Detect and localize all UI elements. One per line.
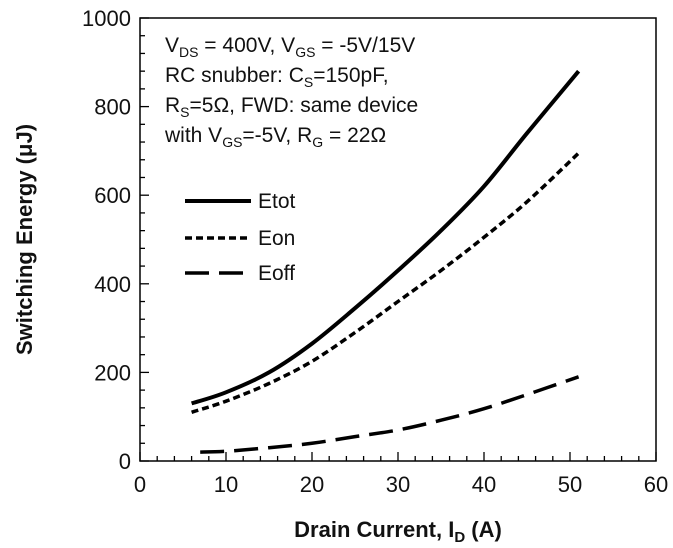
annotation-fragment: = 22Ω — [323, 124, 386, 147]
series-lines — [190, 69, 581, 454]
y-tick-label: 400 — [94, 272, 131, 297]
y-tick-label: 800 — [94, 95, 131, 120]
y-tick-label: 1000 — [82, 6, 131, 31]
conditions-text-2: RC snubber: CS​=150pF, — [165, 64, 389, 90]
subscript-text: S — [304, 74, 313, 90]
y-tick-label: 200 — [94, 360, 131, 385]
axis-titles: Drain Current, ID (A) Switching Energy (μ… — [12, 124, 502, 546]
x-axis-title-main: Drain Current, I — [294, 517, 454, 542]
x-axis-title-subscript: D — [454, 529, 465, 546]
legend-label-eoff: Eoff — [258, 262, 295, 285]
subscript-text: DS — [179, 44, 198, 60]
x-tick-label: 60 — [644, 472, 668, 497]
legend-label-eon: Eon — [258, 227, 295, 250]
annotation-fragment: = -5V/15V — [315, 34, 415, 57]
subscript-text: S — [180, 104, 189, 120]
annotation-fragment: V — [165, 34, 179, 57]
series-line-eoff — [200, 375, 580, 454]
x-tick-label: 20 — [300, 472, 324, 497]
x-axis-title: Drain Current, ID (A) — [294, 517, 502, 546]
annotation-fragment: RC snubber: C — [165, 64, 304, 87]
axis-ticks — [139, 17, 657, 462]
subscript-text: G — [312, 134, 323, 150]
legend-label-etot: Etot — [258, 190, 296, 213]
subscript-text: GS — [295, 44, 315, 60]
annotation-fragment: with V — [164, 124, 222, 147]
y-tick-label: 600 — [94, 183, 131, 208]
x-tick-label: 0 — [134, 472, 146, 497]
annotation-fragment: =150pF, — [313, 64, 388, 87]
x-axis-title-unit: (A) — [465, 517, 502, 542]
x-tick-label: 30 — [386, 472, 410, 497]
annotation-fragment: =5Ω, FWD: same device — [190, 94, 419, 117]
series-line-etot — [190, 69, 581, 406]
conditions-text-1: VDS​ = 400V, VGS​ = -5V/15V — [165, 34, 415, 60]
annotation-fragment: R — [165, 94, 180, 117]
annotation-fragment: = 400V, V — [198, 34, 295, 57]
x-tick-label: 10 — [214, 472, 238, 497]
y-tick-label: 0 — [119, 449, 131, 474]
conditions-text-4: with VGS​=-5V, RG​ = 22Ω — [164, 124, 386, 150]
y-axis-title: Switching Energy (μJ) — [12, 124, 37, 355]
legend: Etot Eon Eoff — [185, 190, 296, 285]
x-tick-label: 40 — [472, 472, 496, 497]
series-line-eon — [191, 151, 580, 414]
annotation-fragment: =-5V, R — [242, 124, 312, 147]
x-tick-label: 50 — [558, 472, 582, 497]
conditions-text-3: RS​=5Ω, FWD: same device — [165, 94, 418, 120]
subscript-text: GS — [222, 134, 242, 150]
